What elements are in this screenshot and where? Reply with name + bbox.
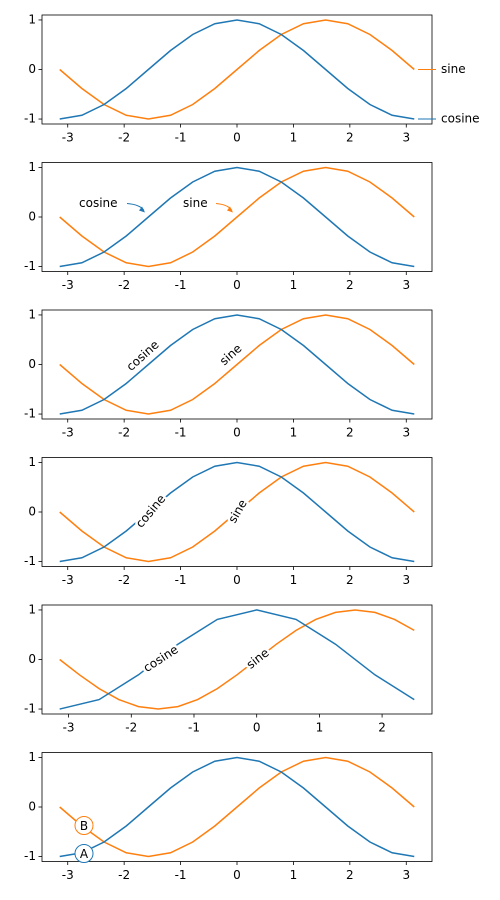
y-tick-label: -1 bbox=[24, 554, 36, 568]
x-tick-label: 3 bbox=[402, 426, 410, 440]
line-series bbox=[59, 166, 415, 268]
x-tick-label: -2 bbox=[118, 278, 130, 292]
x-tick-label: -3 bbox=[62, 131, 74, 145]
x-tick-label: 2 bbox=[346, 573, 354, 587]
x-tick-label: -1 bbox=[175, 868, 187, 882]
annotation-label: sine bbox=[225, 497, 249, 525]
line-series bbox=[59, 314, 415, 415]
annotation-label: sine bbox=[441, 62, 466, 76]
x-tick-label: 1 bbox=[316, 721, 324, 735]
annotation-label: cosine bbox=[124, 338, 162, 374]
y-tick-label: 0 bbox=[28, 505, 36, 519]
y-tick-label: 1 bbox=[28, 455, 36, 469]
x-tick-label: -3 bbox=[62, 278, 74, 292]
y-tick-label: 0 bbox=[28, 62, 36, 76]
subplot: -3 -2 -1 0 1 2 3 -1 0 1 cosine sine bbox=[24, 160, 433, 292]
x-tick-label: -2 bbox=[118, 868, 130, 882]
annotation-label: sine bbox=[217, 341, 245, 368]
x-tick-label: 1 bbox=[290, 278, 298, 292]
line-series bbox=[59, 609, 415, 710]
x-tick-label: 0 bbox=[233, 868, 241, 882]
x-tick-label: 3 bbox=[402, 131, 410, 145]
annotation-marker bbox=[74, 816, 94, 835]
y-tick-label: 1 bbox=[28, 750, 36, 764]
subplot: -3 -2 -1 0 1 2 3 -1 0 1 sine cosine bbox=[24, 12, 479, 144]
x-tick-label: 3 bbox=[402, 573, 410, 587]
x-tick-label: 0 bbox=[233, 131, 241, 145]
x-tick-label: 2 bbox=[378, 721, 386, 735]
annotation-label: B bbox=[80, 819, 88, 833]
annotation-label: sine bbox=[183, 196, 208, 210]
x-tick-label: 2 bbox=[346, 278, 354, 292]
x-tick-label: 0 bbox=[233, 573, 241, 587]
line-series bbox=[59, 756, 415, 858]
x-tick-label: 1 bbox=[290, 131, 298, 145]
line-series bbox=[59, 756, 415, 858]
x-tick-label: 2 bbox=[346, 868, 354, 882]
line-series bbox=[59, 314, 415, 415]
x-tick-label: 3 bbox=[402, 868, 410, 882]
line-series bbox=[59, 19, 415, 120]
annotation-label: cosine bbox=[79, 196, 118, 210]
annotation-label: A bbox=[80, 847, 89, 861]
x-tick-label: -1 bbox=[175, 278, 187, 292]
x-tick-label: -1 bbox=[175, 426, 187, 440]
y-tick-label: 1 bbox=[28, 307, 36, 321]
y-tick-label: 1 bbox=[28, 602, 36, 616]
subplot: -3 -2 -1 0 1 2 3 -1 0 1 cosine sine bbox=[24, 455, 433, 587]
annotation-label: cosine bbox=[441, 112, 480, 126]
x-tick-label: 1 bbox=[290, 426, 298, 440]
y-tick-label: -1 bbox=[24, 112, 36, 126]
y-tick-label: 0 bbox=[28, 800, 36, 814]
x-tick-label: 2 bbox=[346, 131, 354, 145]
y-tick-label: 1 bbox=[28, 160, 36, 174]
arrow-head bbox=[227, 206, 233, 213]
annotation-label: cosine bbox=[133, 492, 168, 531]
line-series bbox=[59, 461, 415, 563]
x-tick-label: -1 bbox=[188, 721, 200, 735]
axes-frame bbox=[41, 604, 433, 715]
x-tick-label: 0 bbox=[253, 721, 261, 735]
x-tick-label: 0 bbox=[233, 426, 241, 440]
x-tick-label: -3 bbox=[62, 573, 74, 587]
subplot: -3 -2 -1 0 1 2 3 -1 0 1 cosine sine bbox=[24, 307, 433, 440]
x-tick-label: 1 bbox=[290, 573, 298, 587]
x-tick-label: -3 bbox=[63, 721, 75, 735]
x-tick-label: -2 bbox=[125, 721, 137, 735]
line-series bbox=[59, 166, 415, 268]
y-tick-label: -1 bbox=[24, 259, 36, 273]
y-tick-label: 0 bbox=[28, 652, 36, 666]
x-tick-label: 3 bbox=[402, 278, 410, 292]
line-series bbox=[59, 461, 415, 563]
y-tick-label: 1 bbox=[28, 12, 36, 26]
y-tick-label: -1 bbox=[24, 849, 36, 863]
x-tick-label: 0 bbox=[233, 278, 241, 292]
y-tick-label: 0 bbox=[28, 357, 36, 371]
x-tick-label: -2 bbox=[118, 426, 130, 440]
y-tick-label: 0 bbox=[28, 210, 36, 224]
y-tick-label: -1 bbox=[24, 702, 36, 716]
y-tick-label: -1 bbox=[24, 407, 36, 421]
x-tick-label: -2 bbox=[118, 573, 130, 587]
x-tick-label: -3 bbox=[62, 426, 74, 440]
x-tick-label: -1 bbox=[175, 573, 187, 587]
arrow-head bbox=[139, 206, 145, 213]
x-tick-label: -1 bbox=[175, 131, 187, 145]
x-tick-label: 2 bbox=[346, 426, 354, 440]
subplot: -3 -2 -1 0 1 2 -1 0 1 cosine sine bbox=[24, 602, 433, 735]
annotation-label: cosine bbox=[141, 642, 181, 675]
x-tick-label: -2 bbox=[118, 131, 130, 145]
line-series bbox=[59, 19, 415, 120]
annotation-label: sine bbox=[244, 646, 272, 672]
x-tick-label: -3 bbox=[62, 868, 74, 882]
subplot: -3 -2 -1 0 1 2 3 -1 0 1 AB bbox=[24, 750, 433, 882]
annotation-marker bbox=[74, 844, 94, 863]
x-tick-label: 1 bbox=[290, 868, 298, 882]
line-series bbox=[59, 609, 415, 710]
